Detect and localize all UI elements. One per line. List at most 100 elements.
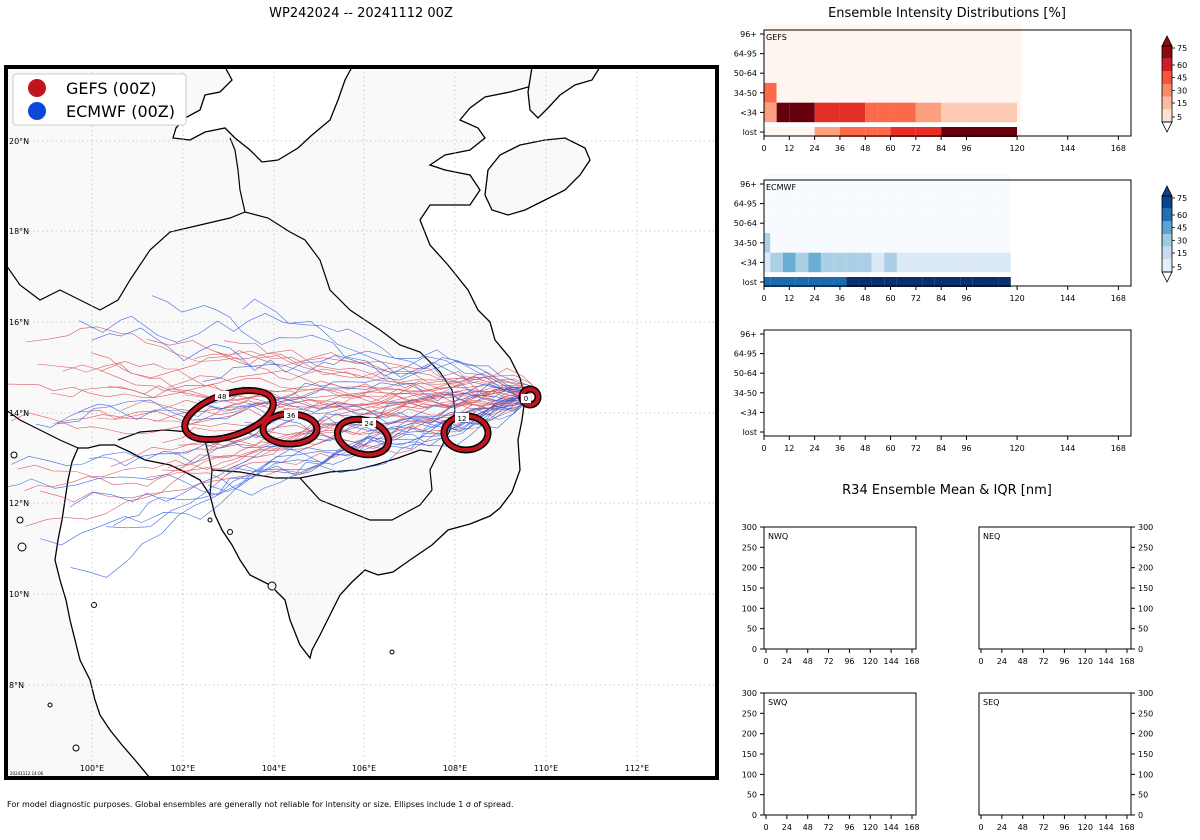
r34-y-tick-label: 250 bbox=[742, 709, 757, 718]
colorbar-tick-label: 60 bbox=[1177, 61, 1187, 70]
heat-cell bbox=[795, 233, 809, 253]
colorbar-segment bbox=[1162, 58, 1172, 72]
heat-cell bbox=[808, 193, 821, 214]
legend-ecmwf-label: ECMWF (00Z) bbox=[66, 102, 175, 121]
x-tick-label: 120 bbox=[1009, 144, 1024, 153]
r34-x-tick-label: 168 bbox=[1119, 657, 1134, 666]
colorbar-tick-label: 15 bbox=[1177, 99, 1187, 108]
track-line bbox=[151, 295, 532, 396]
heat-cell bbox=[776, 83, 790, 103]
r34-y-tick-label: 50 bbox=[1138, 791, 1148, 800]
track-line bbox=[223, 340, 533, 402]
heat-cell bbox=[966, 63, 1018, 83]
heat-cell bbox=[884, 252, 897, 273]
lat-label: 14°N bbox=[9, 409, 29, 418]
heat-cell bbox=[839, 43, 866, 64]
r34-y-tick-label: 100 bbox=[1138, 604, 1153, 613]
lon-label: 108°E bbox=[443, 764, 467, 773]
colorbar-segment bbox=[1162, 46, 1172, 59]
heat-cell bbox=[960, 174, 973, 194]
heat-cell bbox=[776, 102, 790, 123]
y-tick-label: <34 bbox=[740, 108, 757, 117]
ellipse-label-24: 24 bbox=[365, 420, 374, 428]
heat-cell bbox=[934, 193, 948, 214]
heat-cell bbox=[947, 277, 961, 287]
r34-x-tick-label: 96 bbox=[1059, 823, 1069, 832]
r34-x-tick-label: 48 bbox=[803, 823, 813, 832]
heat-cell bbox=[998, 174, 1011, 194]
lon-label: 110°E bbox=[534, 764, 558, 773]
panel-label: ECMWF bbox=[766, 183, 796, 192]
y-tick-label: 96+ bbox=[740, 30, 757, 39]
heat-cell bbox=[985, 174, 999, 194]
heat-cell bbox=[922, 213, 935, 233]
heat-cell bbox=[877, 102, 891, 123]
heat-cell bbox=[789, 127, 815, 137]
r34-x-tick-label: 96 bbox=[844, 657, 854, 666]
heat-cell bbox=[896, 193, 910, 214]
r34-y-tick-label: 300 bbox=[742, 523, 757, 532]
heat-cell bbox=[972, 252, 986, 273]
heat-cell bbox=[871, 213, 885, 233]
panel-frame bbox=[763, 29, 1132, 137]
heat-cell bbox=[782, 277, 796, 287]
heat-cell bbox=[764, 43, 777, 64]
heat-cell bbox=[909, 213, 923, 233]
x-tick-label: 12 bbox=[784, 144, 794, 153]
heat-cell bbox=[789, 43, 815, 64]
y-tick-label: lost bbox=[743, 278, 757, 287]
heat-cell bbox=[846, 213, 859, 233]
y-tick-label: lost bbox=[743, 428, 757, 437]
heat-cell bbox=[915, 102, 942, 123]
heat-cell bbox=[846, 252, 859, 273]
heat-cell bbox=[896, 213, 910, 233]
heat-cell bbox=[795, 174, 809, 194]
track-line bbox=[235, 391, 533, 475]
ecmwf-colorbar: 5 15 30 45 60 75 bbox=[1161, 185, 1187, 283]
r34-y-tick-label: 300 bbox=[1138, 523, 1153, 532]
r34-x-tick-label: 168 bbox=[1119, 823, 1134, 832]
map-area[interactable]: 0 12 24 36 48 20°N 18°N 16°N 14°N 12°N 1… bbox=[0, 67, 717, 778]
heat-cell bbox=[839, 83, 866, 103]
r34-frame bbox=[763, 692, 917, 816]
r34-panel-label: NEQ bbox=[983, 532, 1000, 541]
colorbar-segment bbox=[1162, 246, 1172, 260]
track-line bbox=[242, 298, 526, 403]
heat-cell bbox=[814, 127, 840, 137]
landmass bbox=[6, 67, 601, 778]
heat-cell bbox=[820, 193, 834, 214]
track-line bbox=[231, 378, 532, 393]
r34-x-tick-label: 48 bbox=[803, 657, 813, 666]
r34-y-tick-label: 50 bbox=[1138, 625, 1148, 634]
x-tick-label: 36 bbox=[835, 294, 845, 303]
map-stamp: 20241112 14:06 bbox=[10, 771, 44, 776]
country-borders bbox=[6, 137, 456, 521]
lat-labels: 20°N 18°N 16°N 14°N 12°N 10°N 8°N bbox=[9, 137, 29, 690]
heat-cell bbox=[972, 233, 986, 253]
lat-label: 18°N bbox=[9, 227, 29, 236]
x-tick-label: 144 bbox=[1060, 444, 1075, 453]
heat-cell bbox=[966, 43, 1018, 64]
x-tick-label: 168 bbox=[1111, 294, 1126, 303]
heat-cell bbox=[839, 127, 866, 137]
lat-label: 12°N bbox=[9, 499, 29, 508]
colorbar-tick-label: 45 bbox=[1177, 224, 1187, 233]
r34-x-tick-label: 72 bbox=[1038, 657, 1048, 666]
heat-cell bbox=[871, 252, 885, 273]
legend-ecmwf-marker bbox=[28, 102, 46, 120]
heat-cell bbox=[922, 252, 935, 273]
heat-cell bbox=[909, 174, 923, 194]
heat-cell bbox=[808, 174, 821, 194]
heat-cell bbox=[770, 213, 783, 233]
x-tick-label: 72 bbox=[911, 294, 921, 303]
heat-cell bbox=[1017, 63, 1022, 83]
r34-y-tick-label: 250 bbox=[1138, 543, 1153, 552]
track-line bbox=[91, 327, 529, 402]
r34-x-tick-label: 144 bbox=[884, 823, 899, 832]
heat-cell bbox=[947, 252, 961, 273]
r34-y-tick-label: 150 bbox=[742, 750, 757, 759]
heat-cell bbox=[846, 174, 859, 194]
heat-cell bbox=[795, 252, 809, 273]
colorbar-segment bbox=[1162, 208, 1172, 222]
